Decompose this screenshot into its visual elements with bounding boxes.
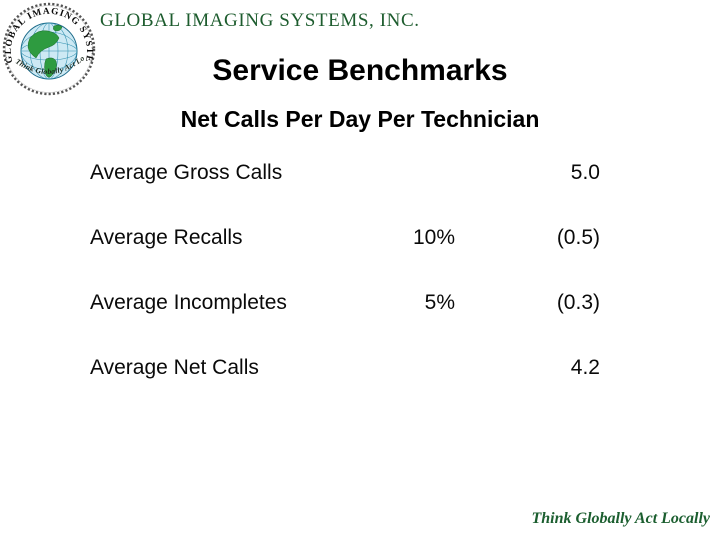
table-row-net-calls: Average Net Calls 4.2: [90, 356, 600, 380]
row-value: (0.3): [556, 291, 600, 314]
table-row-incompletes: Average Incompletes 5% (0.3): [90, 291, 600, 315]
globe-icon: [20, 22, 78, 80]
row-percent: 5%: [424, 291, 455, 314]
table-row-gross-calls: Average Gross Calls 5.0: [90, 161, 600, 185]
row-label: Average Recalls: [90, 226, 243, 249]
footer-tagline: Think Globally Act Locally: [531, 510, 711, 527]
slide-title: Service Benchmarks: [212, 54, 508, 87]
row-label: Average Gross Calls: [90, 161, 283, 184]
row-value: 5.0: [570, 161, 600, 184]
table-row-recalls: Average Recalls 10% (0.5): [90, 226, 600, 250]
company-logo: GLOBAL IMAGING SYSTEMS Think Globally Ac…: [2, 2, 96, 96]
company-name: GLOBAL IMAGING SYSTEMS, INC.: [100, 10, 420, 31]
row-label: Average Net Calls: [90, 356, 259, 379]
benchmarks-table: Average Gross Calls 5.0 Average Recalls …: [90, 161, 600, 421]
row-percent: 10%: [412, 226, 455, 249]
row-value: 4.2: [570, 356, 600, 379]
row-label: Average Incompletes: [90, 291, 287, 314]
slide-subtitle: Net Calls Per Day Per Technician: [180, 106, 540, 132]
row-value: (0.5): [556, 226, 600, 249]
